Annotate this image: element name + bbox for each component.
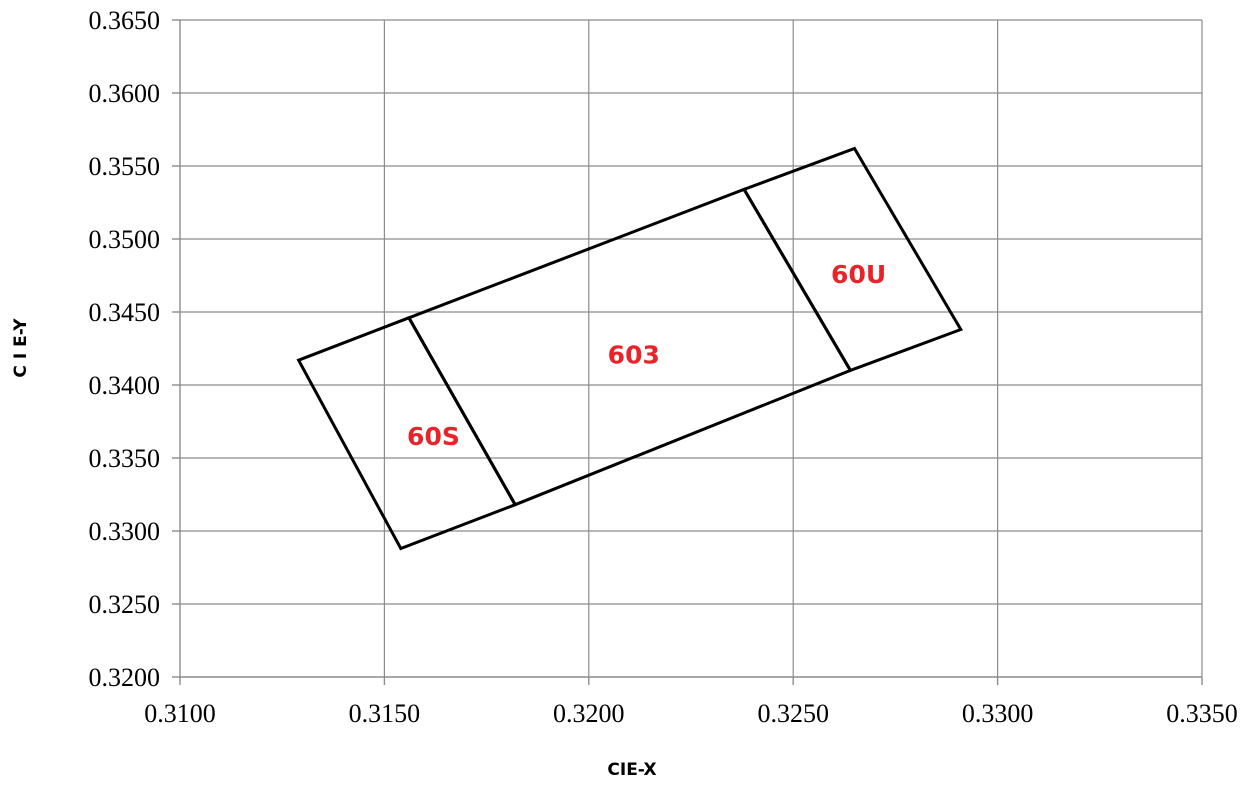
y-tick-label: 0.3550 [89,152,161,181]
region-layer: 60S 603 60U [296,146,964,551]
y-tick-label: 0.3300 [89,517,161,546]
x-tick-label: 0.3150 [349,699,421,728]
x-axis-title: CIE-X [607,760,656,780]
y-tick-label: 0.3500 [89,225,161,254]
y-tick-label: 0.3350 [89,444,161,473]
y-tick-label: 0.3400 [89,371,161,400]
y-axis-title: C I E-Y [11,318,31,378]
x-tick-label: 0.3100 [144,699,216,728]
y-tick-label: 0.3650 [89,6,161,35]
x-tick-label: 0.3250 [757,699,829,728]
tick-labels: 0.3100 0.3150 0.3200 0.3250 0.3300 0.3350 0.32… [89,6,1238,728]
x-tick-label: 0.3350 [1166,699,1238,728]
grid-layer [180,19,1203,677]
region-label-60u: 60U [831,260,886,289]
x-tick-label: 0.3300 [962,699,1034,728]
region-label-60s: 60S [407,422,460,451]
y-tick-label: 0.3450 [89,298,161,327]
y-tick-label: 0.3250 [89,590,161,619]
axis-layer [172,19,1203,685]
y-tick-label: 0.3600 [89,79,161,108]
y-tick-label: 0.3200 [89,663,161,692]
x-tick-label: 0.3200 [553,699,625,728]
region-label-603: 603 [608,340,660,369]
region-60u [741,146,964,373]
